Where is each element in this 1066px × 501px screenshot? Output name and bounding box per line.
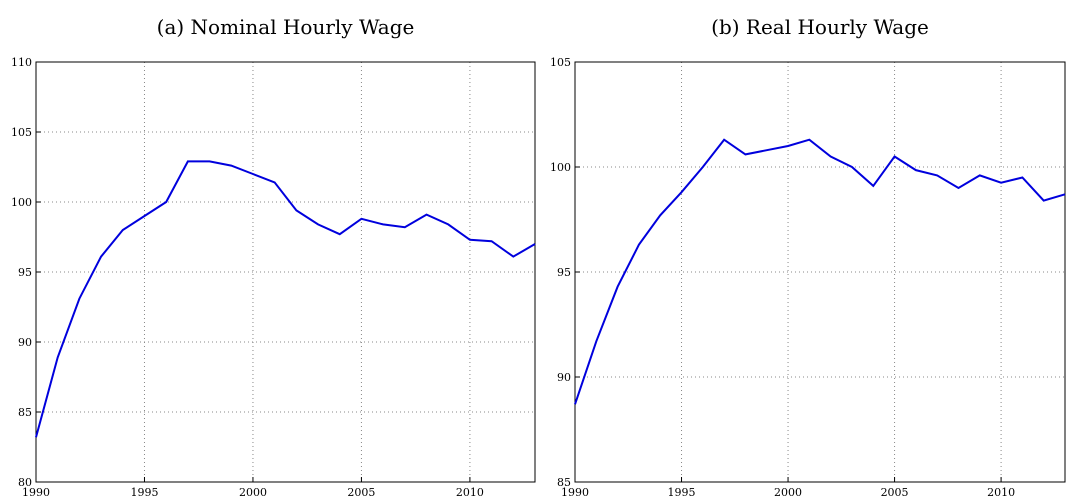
x-tick-label: 2005 [881,486,909,499]
y-tick-label: 95 [557,266,571,279]
chart-title: (b) Real Hourly Wage [711,15,929,39]
x-tick-label: 2005 [347,486,375,499]
y-tick-label: 85 [18,406,32,419]
y-tick-label: 90 [18,336,32,349]
y-tick-label: 95 [18,266,32,279]
x-tick-label: 1995 [668,486,696,499]
y-tick-label: 100 [550,161,571,174]
x-tick-label: 1990 [22,486,50,499]
y-tick-label: 85 [557,476,571,489]
y-tick-label: 80 [18,476,32,489]
x-tick-label: 2010 [456,486,484,499]
y-tick-label: 90 [557,371,571,384]
line-series [574,138,1066,405]
x-tick-label: 1990 [561,486,589,499]
y-tick-label: 105 [11,126,32,139]
x-tick-label: 2000 [239,486,267,499]
x-tick-label: 2000 [774,486,802,499]
y-tick-label: 100 [11,196,32,209]
x-tick-label: 2010 [987,486,1015,499]
line-series [35,160,536,438]
y-tick-label: 105 [550,56,571,69]
y-tick-label: 110 [11,56,32,69]
plot-frame [574,61,1066,483]
chart-title: (a) Nominal Hourly Wage [157,15,415,39]
plot-frame [35,61,536,483]
x-tick-label: 1995 [130,486,158,499]
